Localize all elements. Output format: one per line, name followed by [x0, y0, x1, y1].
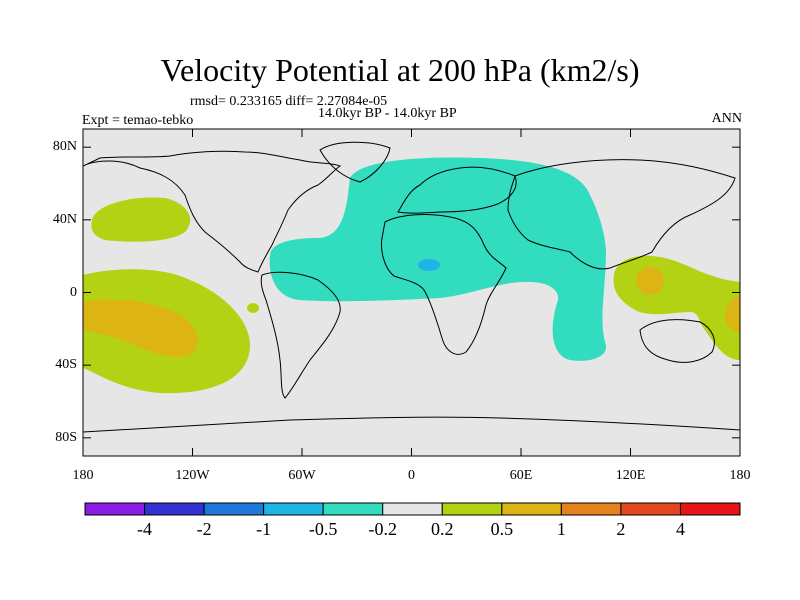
colorbar-label: 4 [675, 519, 685, 539]
stats-label: rmsd= 0.233165 diff= 2.27084e-05 [190, 94, 388, 109]
colorbar-swatch [382, 502, 443, 516]
colorbar-label: -0.2 [368, 519, 397, 539]
australia-coast [639, 319, 715, 363]
lon-tick-label: 120W [175, 468, 210, 483]
colorbar-swatch [679, 502, 741, 516]
colorbar-label: 1 [556, 519, 566, 539]
colorbar-swatch [322, 502, 384, 516]
axis-ticks [82, 129, 741, 456]
lat-tick-label: 40N [52, 211, 77, 227]
lon-tick-label: 0 [408, 468, 415, 483]
colorbar-label: 2 [616, 519, 626, 539]
maritime-continent-maximum-region [636, 267, 664, 295]
greenland-coast [319, 141, 391, 183]
north-pacific-positive-region [91, 197, 191, 242]
contour-fills [83, 157, 740, 394]
coastlines [83, 141, 740, 433]
lat-tick-label: 80S [55, 429, 77, 445]
east-pacific-maximum-region [724, 295, 740, 332]
colorbar-label: -2 [196, 519, 212, 539]
north-america-coast [83, 150, 342, 273]
colorbar-swatch [620, 502, 681, 516]
colorbar-swatch [560, 502, 622, 516]
colorbar-swatch [501, 502, 562, 516]
lat-tick-label: 40S [55, 357, 77, 373]
period-label: 14.0kyr BP - 14.0kyr BP [318, 106, 457, 121]
lon-tick-label: 60W [288, 468, 316, 483]
colorbar-label: -1 [256, 519, 272, 539]
central-africa-minimum-region [418, 259, 440, 271]
asia-coast [507, 159, 736, 270]
central-pacific-maximum-region [83, 299, 198, 357]
colorbar-label: -4 [137, 519, 153, 539]
plot-title: Velocity Potential at 200 hPa (km2/s) [160, 52, 640, 88]
lat-tick-label: 80N [52, 139, 77, 155]
south-america-coast [260, 271, 341, 399]
africa-coast [381, 214, 507, 355]
lon-tick-label: 180 [729, 468, 751, 483]
antarctica-coast [83, 416, 740, 433]
colorbar-swatch [263, 502, 324, 516]
eurasia-africa-negative-region [269, 157, 607, 361]
lon-tick-label: 60E [509, 468, 533, 483]
lat-tick-label: 0 [70, 284, 77, 300]
colorbar-swatch [441, 502, 503, 516]
lon-tick-label: 180 [72, 468, 94, 483]
season-label: ANN [711, 111, 742, 126]
colorbar-swatch [84, 502, 146, 516]
colorbar-label: 0.2 [431, 519, 454, 539]
colorbar-label: 0.5 [490, 519, 514, 539]
colorbar-swatch [203, 502, 265, 516]
colorbar-label: -0.5 [308, 519, 338, 539]
colorbar [84, 502, 741, 516]
colorbar-swatch [144, 502, 205, 516]
experiment-label: Expt = temao-tebko [82, 113, 194, 128]
galapagos-positive-region [247, 303, 259, 313]
lon-tick-label: 120E [615, 468, 646, 483]
